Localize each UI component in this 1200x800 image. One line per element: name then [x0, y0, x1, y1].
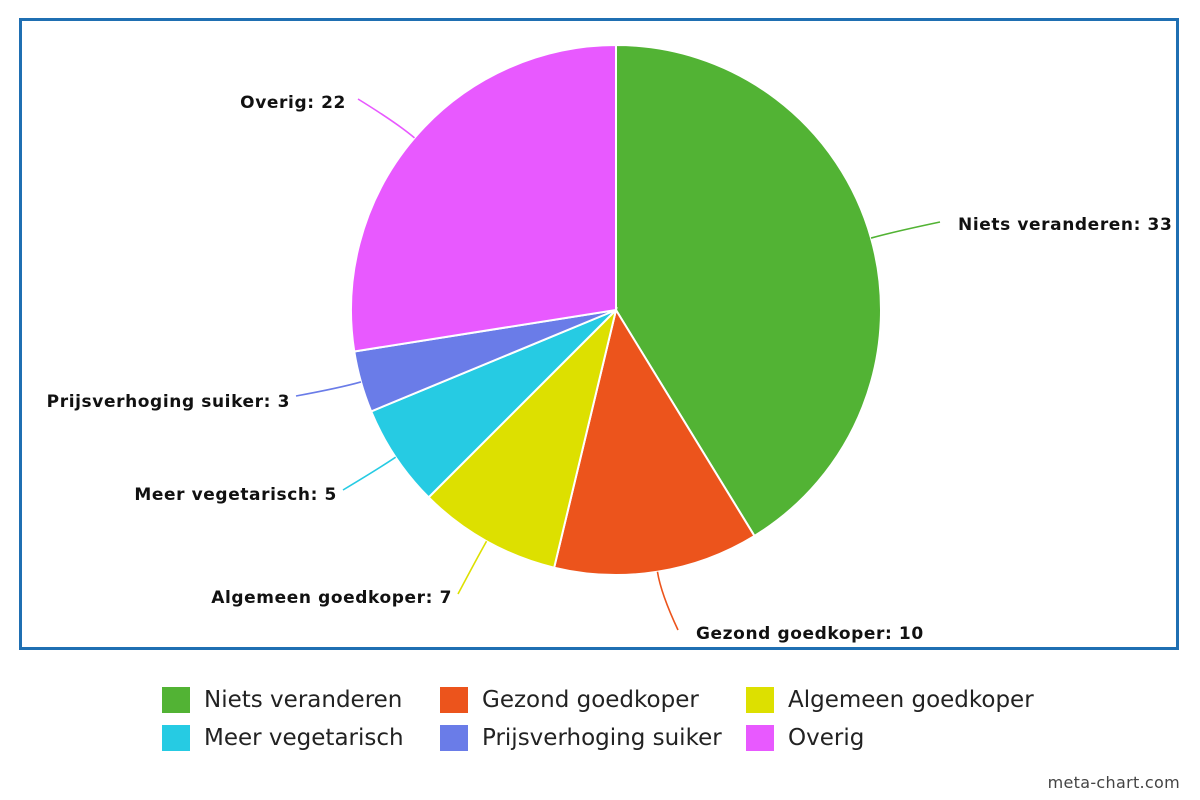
legend-item-5: Prijsverhoging suiker [440, 724, 746, 752]
legend-item-3: Algemeen goedkoper [746, 686, 1046, 714]
leader-line-5 [295, 381, 362, 397]
legend-label: Overig [788, 725, 865, 751]
legend-item-2: Gezond goedkoper [440, 686, 746, 714]
legend-swatch [746, 725, 774, 751]
data-label-2: Gezond goedkoper: 10 [696, 624, 924, 644]
leader-lines [295, 98, 941, 631]
leader-line-3 [457, 540, 488, 595]
pie-chart: Niets veranderen: 33 Gezond goedkoper: 10… [47, 43, 1172, 644]
legend-swatch [162, 725, 190, 751]
legend-swatch [440, 725, 468, 751]
pie-slice-1 [615, 43, 882, 538]
legend-label: Niets veranderen [204, 687, 403, 713]
legend-label: Meer vegetarisch [204, 725, 404, 751]
leader-line-6 [357, 98, 416, 139]
legend-item-6: Overig [746, 724, 1046, 752]
data-label-3: Algemeen goedkoper: 7 [211, 588, 452, 608]
legend-item-1: Niets veranderen [162, 686, 440, 714]
data-label-4: Meer vegetarisch: 5 [134, 485, 337, 505]
data-label-1: Niets veranderen: 33 [958, 215, 1172, 235]
leader-line-4 [342, 456, 397, 491]
data-label-5: Prijsverhoging suiker: 3 [47, 392, 290, 412]
pie-slices [350, 43, 882, 576]
legend: Niets veranderen Gezond goedkoper Algemeen… [162, 686, 1062, 752]
leader-line-2 [656, 571, 679, 631]
leader-line-1 [870, 221, 941, 239]
legend-swatch [440, 687, 468, 713]
legend-label: Algemeen goedkoper [788, 687, 1034, 713]
legend-label: Gezond goedkoper [482, 687, 699, 713]
credit-text: meta-chart.com [1047, 773, 1180, 792]
pie-slice-6 [350, 43, 617, 353]
data-label-6: Overig: 22 [240, 93, 346, 113]
legend-label: Prijsverhoging suiker [482, 725, 722, 751]
legend-swatch [746, 687, 774, 713]
legend-swatch [162, 687, 190, 713]
legend-item-4: Meer vegetarisch [162, 724, 440, 752]
pie-slice-3 [427, 306, 618, 569]
data-labels: Niets veranderen: 33 Gezond goedkoper: 10… [47, 93, 1172, 644]
